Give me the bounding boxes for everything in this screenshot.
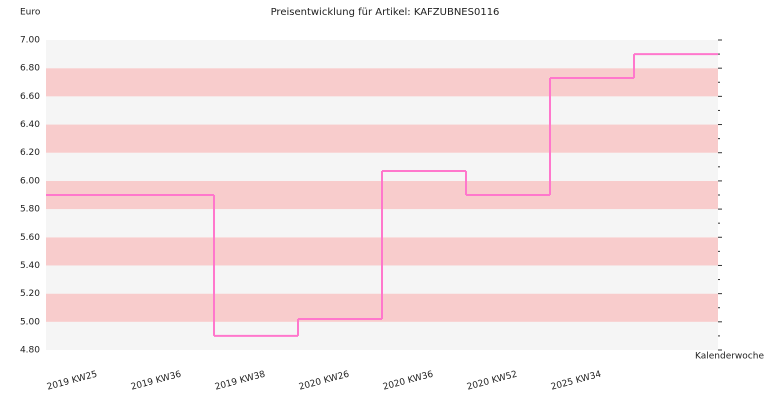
background-band (46, 40, 718, 69)
y-tick-label: 5.20 (20, 289, 40, 299)
y-tick-label: 5.60 (20, 233, 40, 243)
y-axis-label: Euro (20, 8, 41, 18)
y-tick-label: 5.00 (20, 317, 40, 327)
x-tick-label: 2025 KW34 (550, 370, 603, 393)
background-band (46, 96, 718, 125)
background-band (46, 124, 718, 153)
y-tick-label: 4.80 (20, 346, 40, 356)
x-axis-label: Kalenderwoche (695, 352, 764, 362)
y-tick-label: 5.40 (20, 261, 40, 271)
chart-title: Preisentwicklung für Artikel: KAFZUBNES0… (271, 7, 500, 18)
x-tick-label: 2019 KW36 (130, 370, 183, 393)
x-tick-label: 2019 KW38 (214, 370, 267, 393)
x-tick-label: 2020 KW26 (298, 370, 351, 393)
y-tick-label: 6.00 (20, 176, 40, 186)
y-tick-label: 7.00 (20, 36, 40, 46)
x-tick-label: 2020 KW52 (466, 370, 519, 393)
y-tick-label: 6.80 (20, 64, 40, 74)
y-tick-label: 6.40 (20, 120, 40, 130)
background-band (46, 321, 718, 350)
x-tick-label: 2020 KW36 (382, 370, 435, 393)
background-band (46, 68, 718, 97)
x-tick-label: 2019 KW25 (46, 370, 99, 393)
y-tick-label: 6.20 (20, 148, 40, 158)
y-tick-label: 6.60 (20, 92, 40, 102)
y-tick-label: 5.80 (20, 205, 40, 215)
